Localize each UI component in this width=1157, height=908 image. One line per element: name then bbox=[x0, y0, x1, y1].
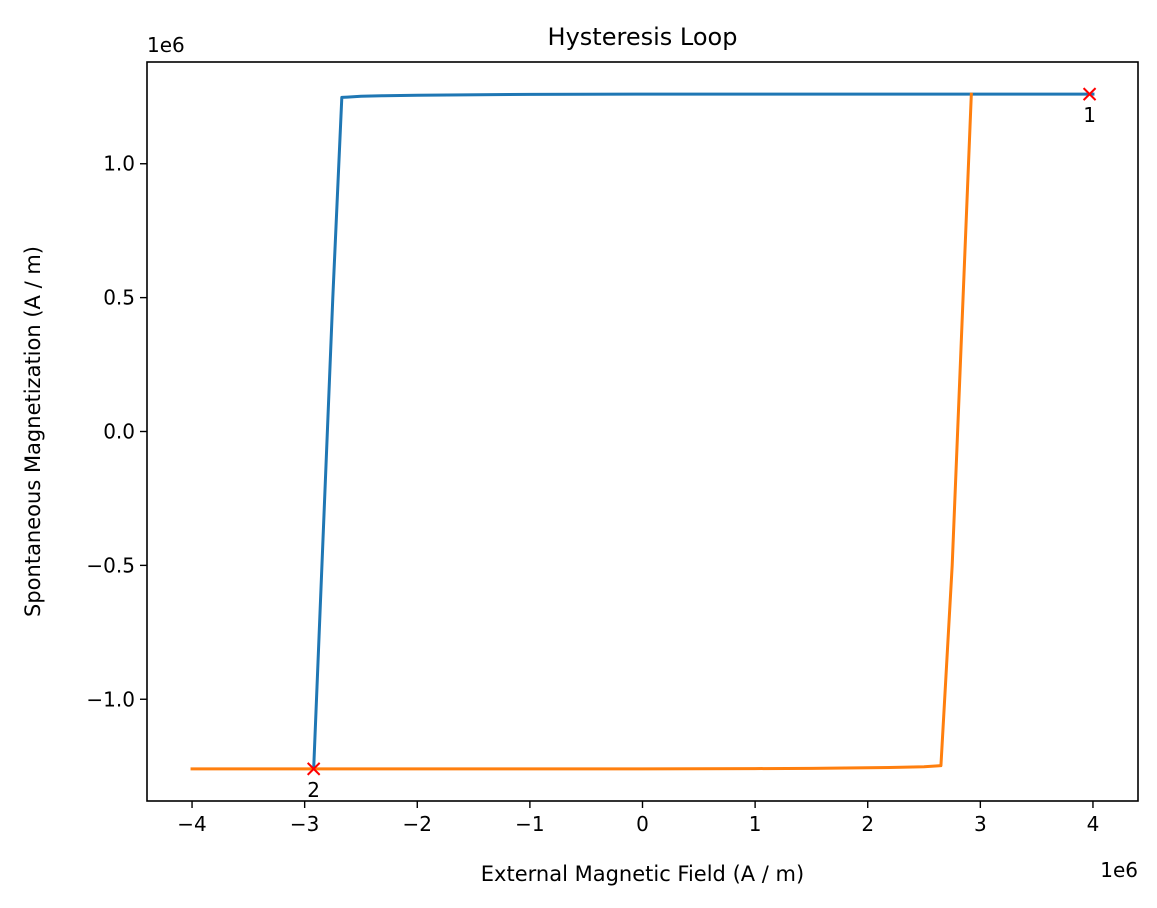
x-tick-label: 1 bbox=[749, 812, 762, 836]
x-tick-label: 0 bbox=[636, 812, 649, 836]
chart-title: Hysteresis Loop bbox=[548, 23, 738, 51]
marker-2 bbox=[306, 762, 321, 776]
x-tick-label: −1 bbox=[515, 812, 544, 836]
x-tick-label: 3 bbox=[974, 812, 987, 836]
y-tick-label: −1.0 bbox=[86, 687, 135, 711]
x-tick-label: 2 bbox=[861, 812, 874, 836]
y-tick-label: −0.5 bbox=[86, 553, 135, 577]
y-tick-label: 0.0 bbox=[103, 420, 135, 444]
y-axis-label: Spontaneous Magnetization (A / m) bbox=[21, 246, 45, 617]
x-tick-label: −4 bbox=[177, 812, 206, 836]
x-tick-label: 4 bbox=[1087, 812, 1100, 836]
x-tick-label: −2 bbox=[403, 812, 432, 836]
y-offset-label: 1e6 bbox=[147, 33, 185, 57]
y-tick-label: 1.0 bbox=[103, 152, 135, 176]
x-tick-label: −3 bbox=[290, 812, 319, 836]
x-axis-label: External Magnetic Field (A / m) bbox=[481, 862, 804, 886]
y-tick-label: 0.5 bbox=[103, 286, 135, 310]
series-line-1 bbox=[312, 92, 1095, 771]
marker-label: 1 bbox=[1083, 103, 1096, 127]
marker-label: 2 bbox=[307, 778, 320, 802]
series-line-2 bbox=[190, 92, 973, 771]
plot-area: −4 −3 −2 −1 0 1 2 3 4 −1.0 −0.5 0.0 0.5 1.0 1 2 bbox=[86, 87, 1100, 836]
marker-1 bbox=[1082, 87, 1097, 101]
x-offset-label: 1e6 bbox=[1100, 858, 1138, 882]
plot-frame bbox=[146, 61, 1139, 802]
